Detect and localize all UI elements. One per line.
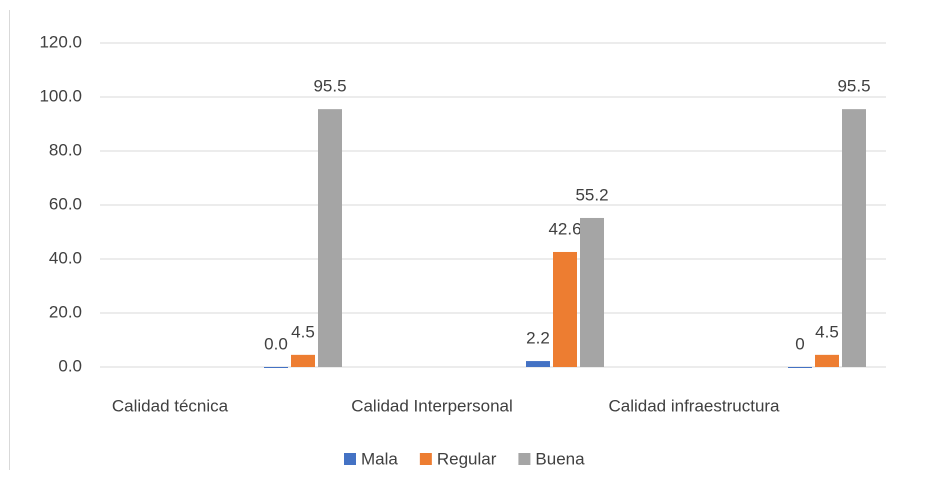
legend-label: Mala xyxy=(361,449,398,468)
legend-label: Regular xyxy=(437,449,497,468)
x-tick-label: Calidad infraestructura xyxy=(608,396,780,415)
bar xyxy=(526,361,550,367)
legend-swatch xyxy=(419,453,432,465)
bar xyxy=(291,354,315,367)
y-tick-label: 120.0 xyxy=(39,32,82,51)
data-label: 2.2 xyxy=(526,329,550,348)
data-label: 0.0 xyxy=(264,334,288,353)
bar xyxy=(842,109,866,368)
y-tick-label: 0.0 xyxy=(58,356,82,375)
bar xyxy=(815,354,839,367)
data-label: 55.2 xyxy=(575,185,608,204)
data-label: 0 xyxy=(795,334,804,353)
legend-swatch xyxy=(344,453,356,465)
bar xyxy=(553,251,577,367)
x-tick-label: Calidad técnica xyxy=(112,396,229,415)
data-label: 4.5 xyxy=(815,322,839,341)
data-label: 4.5 xyxy=(291,322,315,341)
bar xyxy=(580,217,604,367)
bar xyxy=(788,367,812,368)
legend-label: Buena xyxy=(535,449,585,468)
data-label: 42.6 xyxy=(548,219,581,238)
data-label: 95.5 xyxy=(837,77,870,96)
y-tick-label: 80.0 xyxy=(49,140,82,159)
legend-swatch xyxy=(518,453,531,465)
y-tick-label: 60.0 xyxy=(49,194,82,213)
y-tick-label: 40.0 xyxy=(49,248,82,267)
x-tick-label: Calidad Interpersonal xyxy=(351,396,513,415)
data-label: 95.5 xyxy=(313,77,346,96)
y-tick-label: 20.0 xyxy=(49,302,82,321)
bar xyxy=(264,367,288,368)
y-tick-label: 100.0 xyxy=(39,86,82,105)
bar xyxy=(318,109,342,368)
